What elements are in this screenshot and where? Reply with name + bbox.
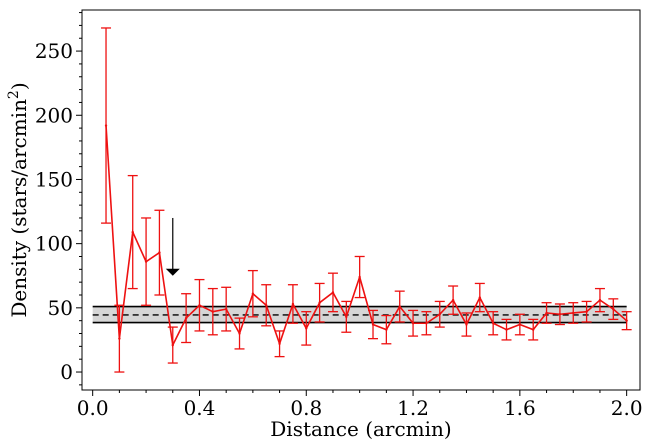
data-point (491, 322, 495, 325)
data-point (251, 292, 255, 295)
x-tick-label: 0.0 (77, 396, 109, 420)
data-point (411, 322, 415, 325)
data-point (478, 296, 482, 299)
plot-frame (81, 9, 641, 391)
y-tick-label: 0 (60, 360, 73, 384)
y-axis-label-close: ) (7, 82, 31, 90)
data-point (331, 291, 335, 294)
data-point (451, 298, 455, 302)
x-tick-label: 0.8 (290, 396, 322, 420)
data-point (198, 304, 201, 307)
data-point (265, 304, 268, 307)
x-tick-label: 1.2 (397, 396, 429, 420)
plot-layer (92, 27, 632, 373)
series-line (105, 125, 628, 348)
data-point (438, 313, 441, 316)
data-point (238, 332, 241, 335)
data-point (345, 315, 348, 319)
data-point (518, 323, 522, 326)
data-point (585, 310, 588, 313)
y-tick-label: 50 (48, 296, 73, 320)
data-point (224, 307, 228, 311)
x-tick-label: 1.6 (504, 396, 536, 420)
axes-layer: 0.0 0.4 0.8 1.2 1.6 2.0 0 50 100 150 200 250 (35, 12, 643, 420)
y-axis-label-superscript: 2 (6, 90, 22, 99)
data-point (558, 313, 562, 316)
data-point (371, 323, 375, 326)
data-point (625, 319, 628, 322)
data-point (545, 311, 548, 315)
data-point (425, 322, 428, 325)
data-point (211, 310, 215, 313)
data-point (118, 337, 121, 340)
data-point (385, 328, 388, 331)
y-tick-label: 150 (35, 167, 73, 191)
data-point (505, 328, 508, 331)
data-point (358, 275, 361, 279)
data-point (184, 316, 188, 320)
y-tick-label: 100 (35, 232, 73, 256)
data-point (532, 328, 535, 331)
data-point (305, 327, 308, 330)
data-point (598, 298, 602, 302)
data-point (291, 302, 295, 306)
data-point (465, 323, 468, 326)
arrow-head (165, 268, 180, 276)
data-point (131, 230, 134, 234)
y-axis-label-main: Density (stars/arcmin (7, 99, 31, 318)
data-point (144, 260, 148, 263)
data-point (158, 251, 161, 254)
x-tick-label: 2.0 (611, 396, 643, 420)
data-point (572, 311, 575, 315)
x-tick-label: 0.4 (184, 396, 216, 420)
data-point (104, 124, 108, 127)
y-tick-label: 200 (35, 103, 73, 127)
data-point (398, 305, 401, 308)
data-point (612, 307, 615, 311)
x-axis-label: Distance (arcmin) (270, 417, 451, 441)
y-axis-label: Density (stars/arcmin2) (6, 82, 31, 317)
y-tick-label: 250 (35, 39, 73, 63)
data-point (278, 342, 281, 345)
data-point (171, 343, 174, 347)
data-point (318, 301, 321, 304)
